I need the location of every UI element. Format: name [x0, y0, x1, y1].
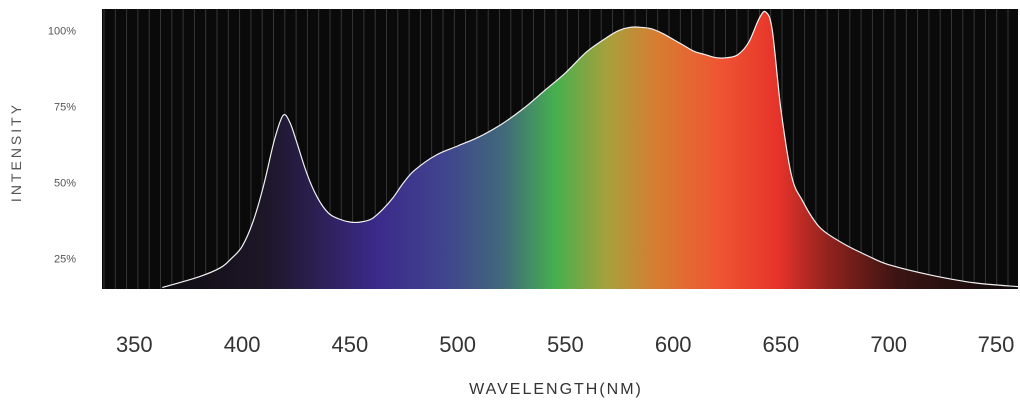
x-tick-label: 500 [439, 332, 476, 357]
x-tick-label: 650 [763, 332, 800, 357]
y-tick-label: 25% [54, 254, 76, 266]
x-tick-label: 400 [224, 332, 261, 357]
y-tick-label: 75% [54, 101, 76, 113]
x-tick-label: 450 [332, 332, 369, 357]
y-tick-label: 100% [48, 25, 76, 37]
spectrum-outline [162, 10, 1019, 289]
spectrum-area [162, 11, 1019, 289]
x-tick-label: 700 [870, 332, 907, 357]
y-axis-label: INTENSITY [8, 102, 24, 202]
x-axis-ticks: 350 400 450 500 550 600 650 700 750 [116, 332, 1014, 357]
x-tick-label: 750 [978, 332, 1015, 357]
y-axis-ticks: 25% 50% 75% 100% [48, 25, 76, 265]
spectrum-area-group [162, 10, 1019, 289]
y-tick-label: 50% [54, 178, 76, 190]
x-tick-label: 550 [547, 332, 584, 357]
x-tick-label: 600 [655, 332, 692, 357]
x-tick-label: 350 [116, 332, 153, 357]
x-axis-label: WAVELENGTH(NM) [469, 381, 643, 398]
